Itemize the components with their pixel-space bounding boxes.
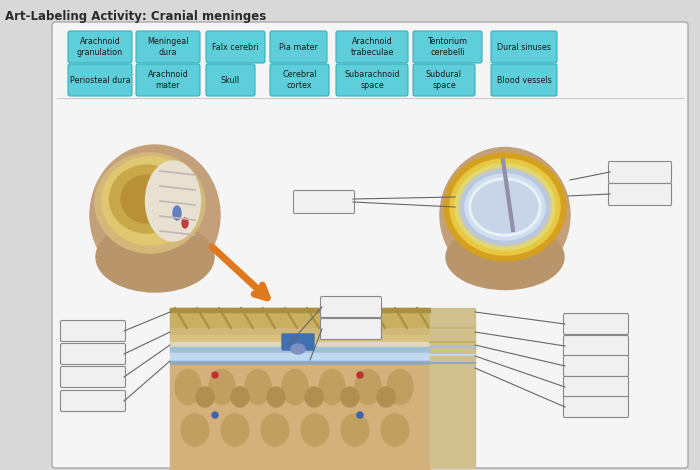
Ellipse shape (102, 157, 198, 245)
Ellipse shape (319, 369, 345, 405)
Ellipse shape (341, 414, 369, 446)
Bar (170, 361, 430, 365)
Bar (170, 308, 430, 312)
FancyBboxPatch shape (336, 31, 408, 63)
Ellipse shape (221, 414, 249, 446)
Bar (170, 347, 430, 353)
FancyBboxPatch shape (60, 391, 125, 412)
Ellipse shape (440, 148, 570, 282)
Text: Pia mater: Pia mater (279, 42, 318, 52)
Ellipse shape (121, 175, 173, 223)
Ellipse shape (305, 387, 323, 407)
Text: Subdural
space: Subdural space (426, 70, 462, 90)
FancyBboxPatch shape (206, 31, 265, 63)
FancyBboxPatch shape (413, 64, 475, 96)
Ellipse shape (455, 164, 555, 250)
Bar (170, 342, 430, 347)
Text: Art-Labeling Activity: Cranial meninges: Art-Labeling Activity: Cranial meninges (5, 10, 266, 23)
Ellipse shape (196, 387, 214, 407)
FancyBboxPatch shape (60, 367, 125, 387)
Bar (170, 353, 430, 361)
FancyBboxPatch shape (282, 334, 314, 350)
Circle shape (357, 412, 363, 418)
FancyBboxPatch shape (564, 376, 629, 398)
Ellipse shape (90, 145, 220, 285)
Text: Blood vessels: Blood vessels (496, 76, 552, 85)
Bar (170, 308, 430, 328)
Ellipse shape (181, 414, 209, 446)
Ellipse shape (450, 159, 560, 255)
Text: Periosteal dura: Periosteal dura (70, 76, 130, 85)
FancyBboxPatch shape (491, 64, 557, 96)
FancyBboxPatch shape (608, 183, 671, 205)
Ellipse shape (461, 170, 549, 244)
FancyBboxPatch shape (564, 336, 629, 357)
Circle shape (357, 372, 363, 378)
Text: Meningeal
dura: Meningeal dura (147, 37, 189, 57)
FancyBboxPatch shape (68, 64, 132, 96)
Bar (430, 308, 475, 468)
FancyBboxPatch shape (608, 162, 671, 183)
FancyBboxPatch shape (60, 321, 125, 342)
Text: Cerebral
cortex: Cerebral cortex (282, 70, 317, 90)
Ellipse shape (291, 344, 305, 354)
Ellipse shape (341, 387, 359, 407)
Text: Dural sinuses: Dural sinuses (497, 42, 551, 52)
Ellipse shape (444, 153, 566, 261)
Text: Arachnoid
mater: Arachnoid mater (148, 70, 188, 90)
FancyBboxPatch shape (564, 355, 629, 376)
Ellipse shape (95, 153, 205, 253)
FancyBboxPatch shape (321, 319, 382, 339)
Bar (170, 328, 430, 335)
Ellipse shape (301, 414, 329, 446)
Ellipse shape (175, 369, 201, 405)
Ellipse shape (209, 369, 235, 405)
Text: Arachnoid
trabeculae: Arachnoid trabeculae (350, 37, 393, 57)
FancyBboxPatch shape (321, 297, 382, 318)
Ellipse shape (96, 222, 214, 292)
FancyBboxPatch shape (60, 344, 125, 365)
Bar (170, 365, 430, 470)
FancyBboxPatch shape (68, 31, 132, 63)
FancyBboxPatch shape (136, 64, 200, 96)
Ellipse shape (381, 414, 409, 446)
Circle shape (212, 412, 218, 418)
Text: Tentorium
cerebelli: Tentorium cerebelli (428, 37, 468, 57)
FancyBboxPatch shape (564, 313, 629, 335)
FancyBboxPatch shape (491, 31, 557, 63)
FancyBboxPatch shape (293, 190, 354, 213)
Ellipse shape (182, 218, 188, 228)
Ellipse shape (267, 387, 285, 407)
Ellipse shape (173, 206, 181, 220)
FancyBboxPatch shape (206, 64, 255, 96)
FancyBboxPatch shape (270, 64, 329, 96)
Bar (170, 335, 430, 342)
Ellipse shape (469, 178, 541, 236)
Text: Subarachnoid
space: Subarachnoid space (344, 70, 400, 90)
Ellipse shape (261, 414, 289, 446)
FancyBboxPatch shape (336, 64, 408, 96)
FancyBboxPatch shape (413, 31, 482, 63)
FancyBboxPatch shape (52, 22, 688, 468)
Ellipse shape (446, 225, 564, 290)
Ellipse shape (109, 165, 185, 233)
Text: Skull: Skull (221, 76, 240, 85)
FancyBboxPatch shape (136, 31, 200, 63)
Text: Arachnoid
granulation: Arachnoid granulation (77, 37, 123, 57)
Ellipse shape (377, 387, 395, 407)
Ellipse shape (231, 387, 249, 407)
FancyBboxPatch shape (564, 397, 629, 417)
Ellipse shape (282, 369, 308, 405)
Ellipse shape (355, 369, 381, 405)
Ellipse shape (472, 181, 538, 233)
Ellipse shape (387, 369, 413, 405)
Text: Falx cerebri: Falx cerebri (212, 42, 259, 52)
Ellipse shape (465, 174, 545, 240)
FancyBboxPatch shape (270, 31, 327, 63)
Ellipse shape (146, 161, 200, 241)
Circle shape (212, 372, 218, 378)
Ellipse shape (459, 168, 551, 246)
Ellipse shape (245, 369, 271, 405)
